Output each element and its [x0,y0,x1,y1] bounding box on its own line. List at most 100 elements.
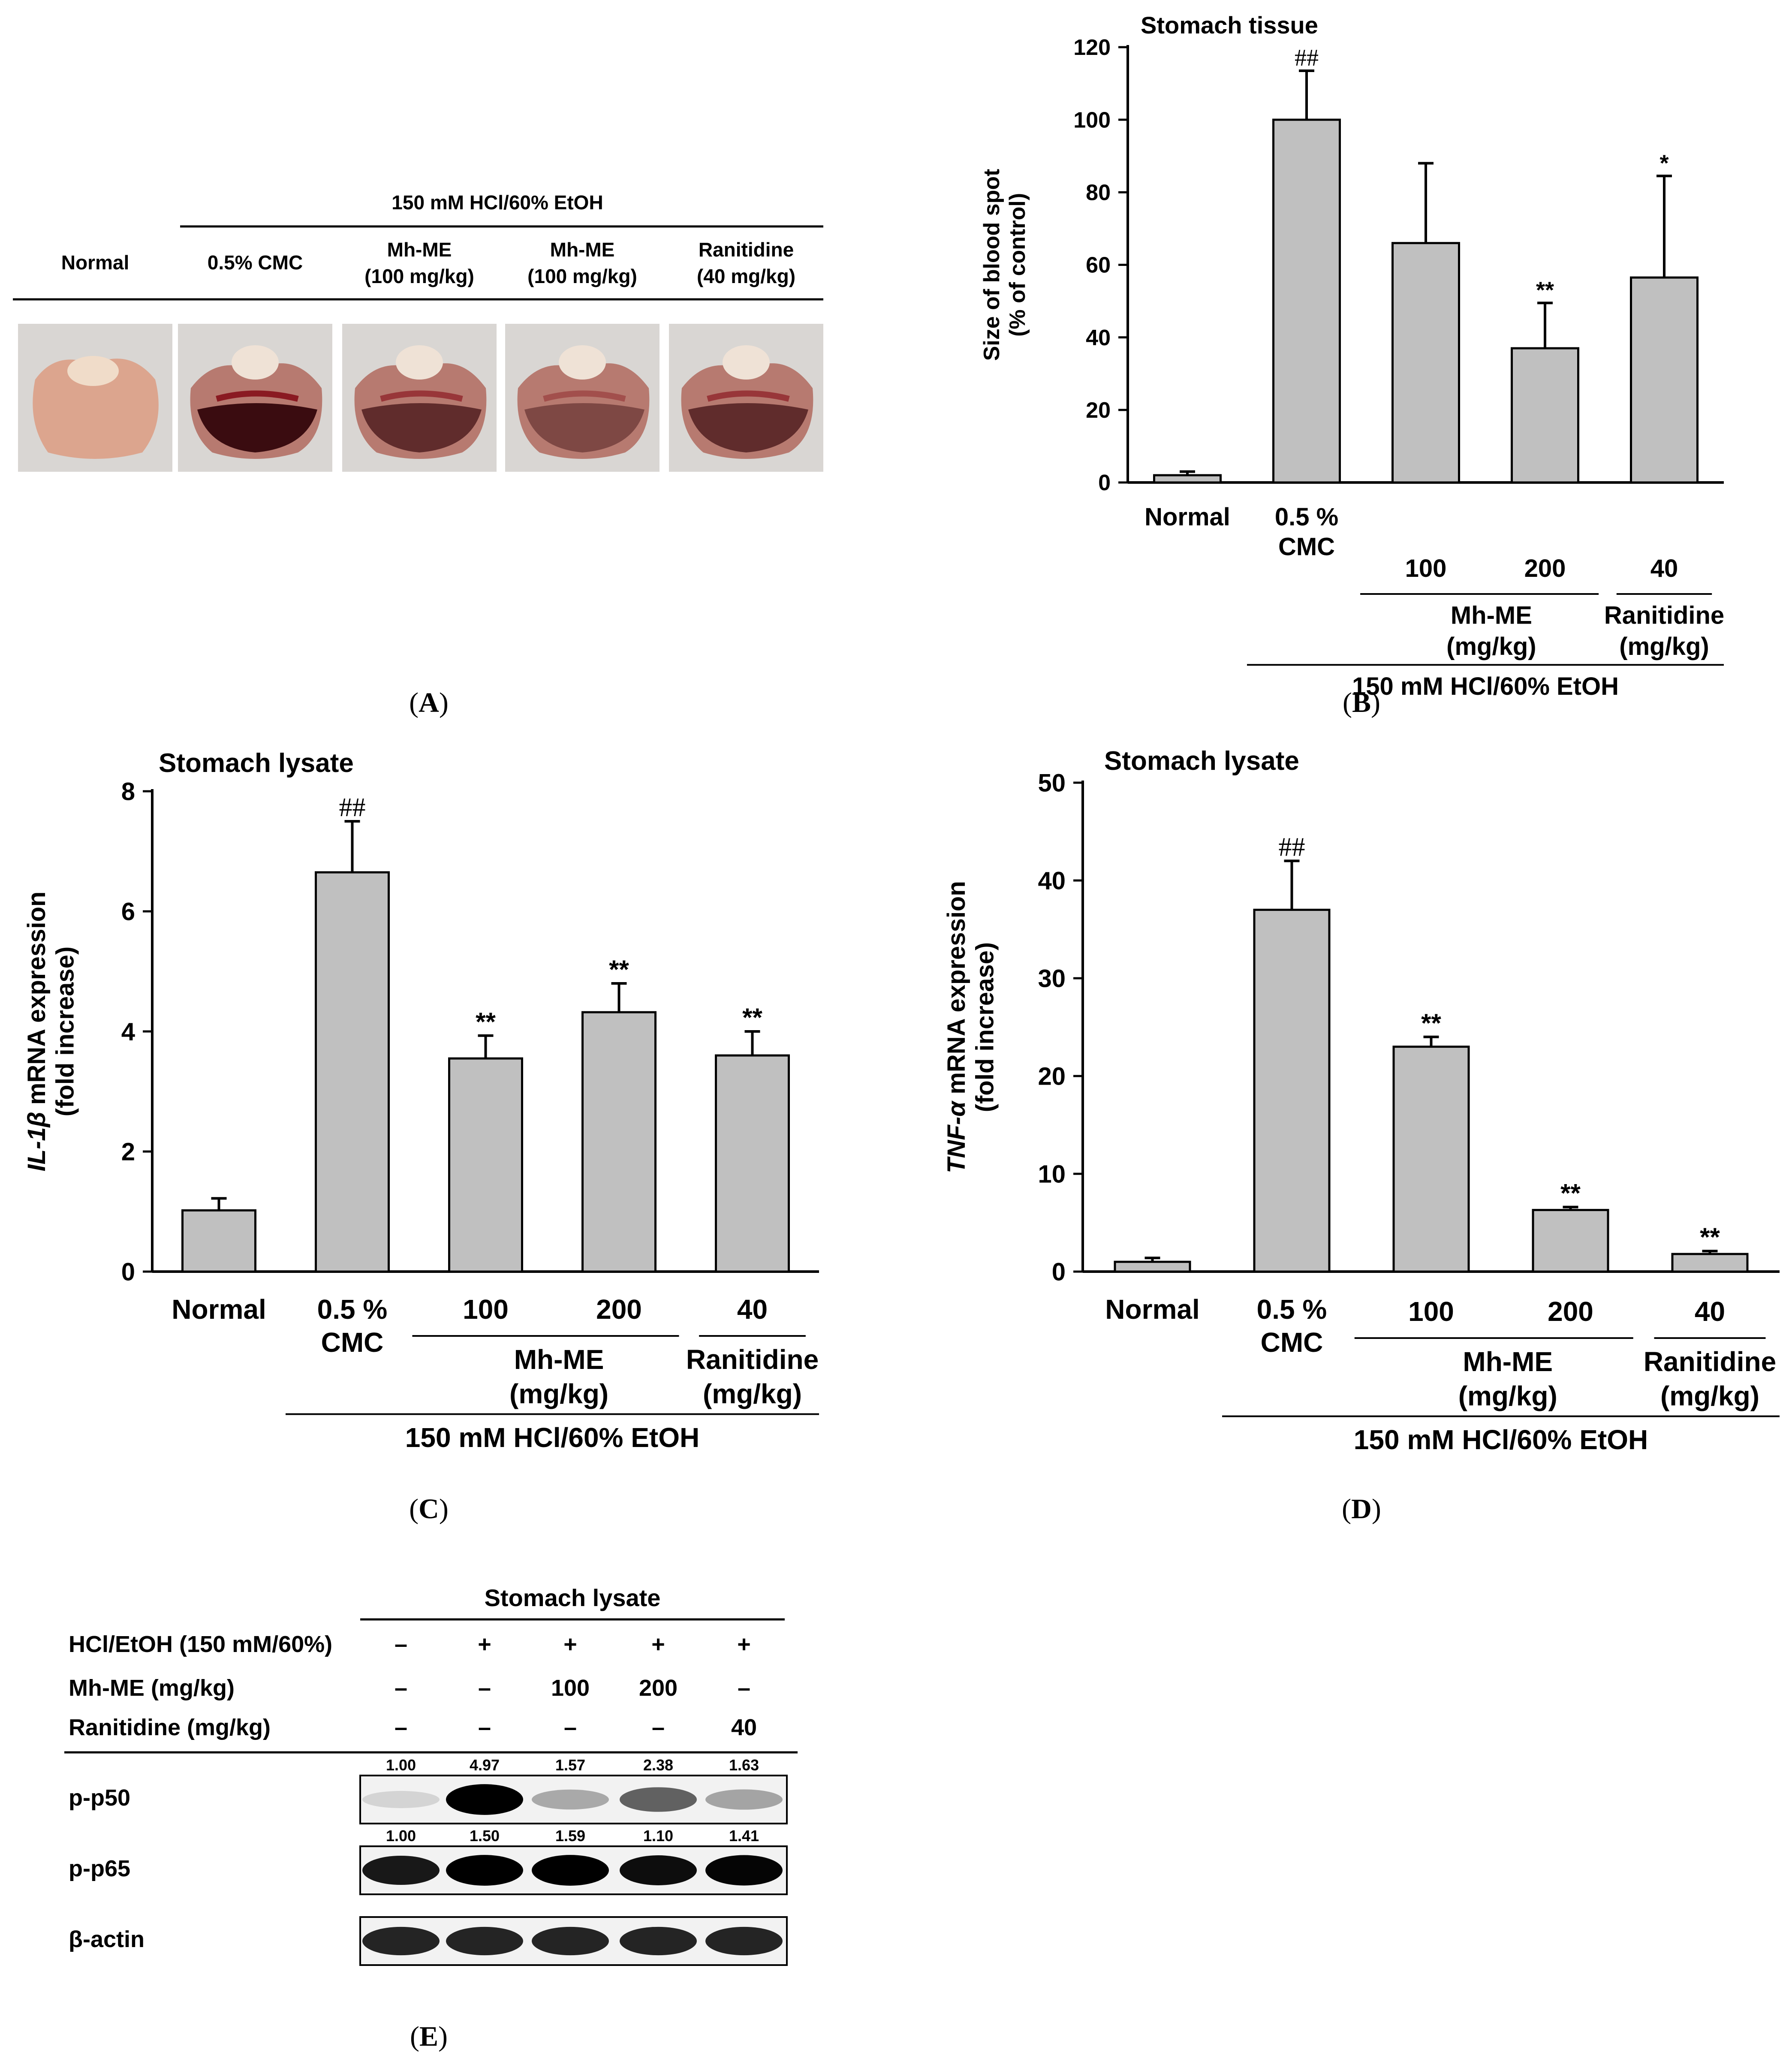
panel-c-letter: C [419,1493,439,1525]
chart-b-x-label-cmc-2: CMC [1278,533,1335,561]
chart-d-significance-mark: ** [1700,1223,1720,1251]
panel-a-group-label: Mh-ME [550,238,615,261]
panel-e-treatment-value: – [652,1715,665,1740]
chart-b-y-tick-label: 0 [1098,470,1111,495]
panel-a-group-dose: (40 mg/kg) [697,265,795,287]
chart-d-bar [1671,1253,1749,1273]
chart-c-significance-mark: ** [476,1007,496,1036]
chart-b-x-label-ranitidine: Ranitidine [1604,602,1724,630]
panel-e-quant-value: 1.59 [555,1827,585,1845]
chart-d-bar [1253,908,1331,1273]
chart-d-y-label-gene: TNF-α [943,1100,970,1173]
panel-a-group-label: Normal [61,251,129,274]
chart-d-x-label-mhme: Mh-ME [1463,1346,1553,1377]
panel-e-row-label: Mh-ME (mg/kg) [69,1675,235,1701]
chart-d-x-label-ranitidine: Ranitidine [1644,1346,1776,1377]
chart-d-x-label-treatment: 150 mM HCl/60% EtOH [1354,1424,1648,1455]
panel-c-caption: (C) [409,1493,449,1525]
chart-c-bar [715,1054,790,1273]
chart-c-bar [581,1011,657,1273]
panel-e-quant-value: 1.00 [386,1756,416,1774]
chart-c-x-label-dose: 100 [463,1294,509,1325]
panel-e-band [362,1926,440,1956]
chart-b-bar [1391,242,1460,484]
chart-b-y-tick-label: 60 [1086,253,1111,278]
chart-d-y-tick-label: 10 [1038,1160,1066,1188]
chart-b-y-label-line2: (% of control) [1005,193,1030,337]
panel-e-row-label: HCl/EtOH (150 mM/60%) [69,1631,332,1657]
chart-c-y-tick-label: 0 [121,1258,135,1286]
chart-c-x-label-normal: Normal [172,1294,266,1325]
panel-e-band [620,1787,697,1812]
panel-e-band [705,1855,783,1886]
panel-e-quant-value: 1.41 [729,1827,759,1845]
chart-c-y-label: IL-1β mRNA expression [23,892,51,1172]
chart-d-y-label: TNF-α mRNA expression [943,881,970,1173]
panel-a-group-dose: (100 mg/kg) [364,265,474,287]
panel-d-chart: Stomach lysate 0 10 20 30 40 50 TNF-α mRNA expr… [943,746,1780,1525]
panel-e-treatment-value: + [478,1631,491,1657]
chart-b-y-tick-label: 120 [1073,35,1111,60]
panel-e-band [362,1855,440,1885]
panel-d-caption: (D) [1342,1493,1381,1525]
chart-b-x-label-normal: Normal [1144,503,1230,531]
chart-c-y-tick-label: 6 [121,898,135,925]
chart-b-x-label-dose: 100 [1405,555,1447,582]
chart-d-significance-mark: ** [1421,1009,1441,1037]
chart-b-bar [1153,474,1222,484]
panel-a-group-dose: (100 mg/kg) [527,265,637,287]
panel-a-caption: (A) [409,687,449,718]
panel-b-chart: Stomach tissue 0 20 40 60 80 100 120 Size of blo… [979,12,1724,718]
panel-e-blot-label: p-p50 [69,1785,130,1811]
panel-e-quant-value: 2.38 [643,1756,673,1774]
chart-d-x-label-cmc-2: CMC [1261,1327,1323,1358]
chart-d-y-tick-label: 20 [1038,1062,1066,1090]
panel-e-letter: E [419,2021,438,2052]
panel-e-treatment-value: 40 [731,1715,757,1740]
chart-c-x-label-ranitidine-unit: (mg/kg) [703,1378,802,1409]
chart-d-bar [1532,1209,1609,1273]
chart-d-y-tick-label: 30 [1038,965,1066,992]
chart-c-y-tick-label: 2 [121,1138,135,1166]
chart-b-y-tick-label: 100 [1073,108,1111,133]
panel-e-band [705,1926,783,1956]
panel-e-blot-label: β-actin [69,1926,145,1952]
chart-b-y-tick-label: 80 [1086,181,1111,205]
chart-c-x-label-mhme: Mh-ME [514,1344,604,1375]
chart-d-y-label-line2: (fold increase) [971,942,999,1112]
chart-b-x-label-dose: 40 [1650,555,1678,582]
panel-e-band [362,1791,440,1809]
chart-b-x-label-treatment: 150 mM HCl/60% EtOH [1352,672,1619,700]
chart-d-x-label-normal: Normal [1105,1294,1200,1325]
chart-d-bar [1392,1046,1470,1273]
panel-e-western-blot: Stomach lysate HCl/EtOH (150 mM/60%) – + + +… [64,1584,798,2052]
panel-b-caption: (B) [1343,687,1380,718]
panel-a-treatment-header: 150 mM HCl/60% EtOH [392,191,603,214]
chart-d-x-label-cmc: 0.5 % [1257,1294,1327,1325]
panel-e-treatment-value: – [395,1631,407,1657]
stomach-photo [18,324,172,472]
stomach-photo [505,324,660,472]
chart-b-x-label-mhme: Mh-ME [1451,602,1532,630]
chart-b-significance-mark: * [1659,150,1669,176]
chart-b-y-tick-label: 40 [1086,326,1111,350]
panel-e-quant-value: 4.97 [470,1756,500,1774]
chart-c-x-label-ranitidine: Ranitidine [686,1344,819,1375]
panel-e-band [446,1784,523,1815]
chart-d-y-tick-label: 50 [1038,769,1066,797]
panel-a-group-label: Mh-ME [387,238,452,261]
panel-e-blot-frame [359,1775,788,1824]
chart-d-x-label-mhme-unit: (mg/kg) [1458,1381,1557,1411]
panel-c-chart: Stomach lysate 0 2 4 6 8 IL-1β mRNA expression… [23,748,819,1525]
chart-c-x-label-dose: 40 [737,1294,768,1325]
chart-b-title: Stomach tissue [1141,12,1318,39]
panel-e-caption: (E) [410,2021,448,2052]
chart-d-title: Stomach lysate [1104,746,1299,776]
chart-c-significance-mark: ** [742,1003,762,1032]
panel-e-band [532,1855,609,1886]
chart-b-x-label-dose: 200 [1524,555,1566,582]
panel-e-blot-label: p-p65 [69,1856,130,1881]
panel-e-treatment-value: + [737,1631,751,1657]
chart-b-bar [1272,118,1341,484]
panel-e-quant-value: 1.63 [729,1756,759,1774]
